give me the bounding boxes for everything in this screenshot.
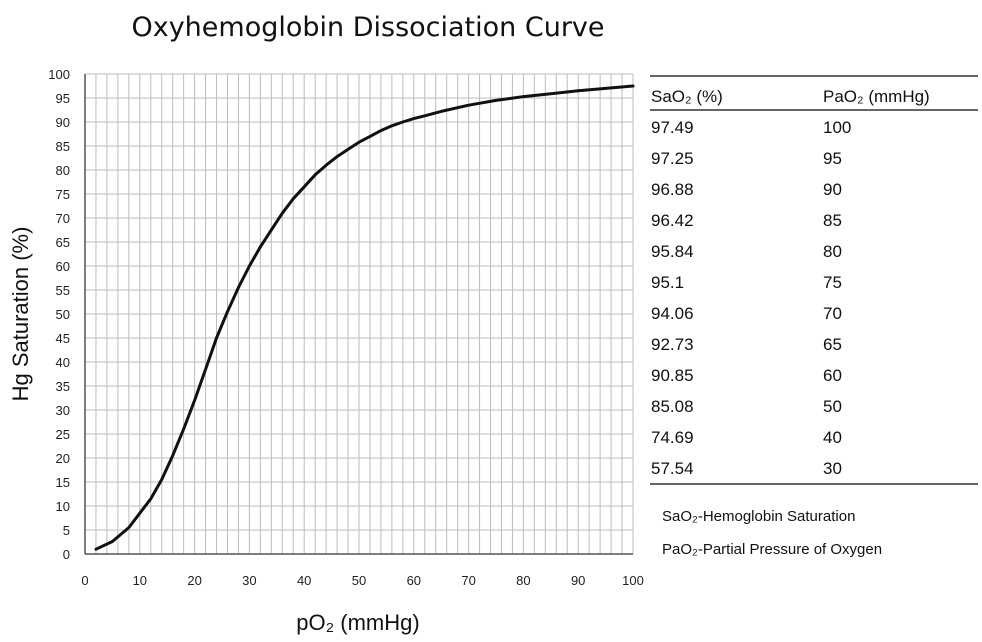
y-tick-label: 45 <box>56 331 70 346</box>
table-cell-pao2: 40 <box>823 428 842 447</box>
y-tick-label: 75 <box>56 187 70 202</box>
x-tick-label: 20 <box>187 573 201 588</box>
table-cell-sao2: 97.49 <box>651 118 694 137</box>
note-pao2: PaO₂-Partial Pressure of Oxygen <box>662 541 882 558</box>
table-cell-pao2: 65 <box>823 335 842 354</box>
table-cell-pao2: 100 <box>823 118 851 137</box>
table-cell-sao2: 92.73 <box>651 335 694 354</box>
table-cell-pao2: 90 <box>823 180 842 199</box>
table-header-pao2: PaO₂ (mmHg) <box>823 87 930 106</box>
y-tick-label: 55 <box>56 283 70 298</box>
table-cell-sao2: 96.88 <box>651 180 694 199</box>
data-table: SaO₂ (%) PaO₂ (mmHg) 97.49 100 97.25 95 96.8… <box>650 75 978 485</box>
x-tick-label: 80 <box>516 573 530 588</box>
table-cell-pao2: 80 <box>823 242 842 261</box>
table-cell-sao2: 94.06 <box>651 304 694 323</box>
y-tick-labels: 0 5 10 15 20 25 30 35 40 45 50 55 60 65 70 75 80 85 90 95 10… <box>48 67 70 562</box>
y-tick-label: 30 <box>56 403 70 418</box>
y-tick-label: 20 <box>56 451 70 466</box>
y-tick-label: 50 <box>56 307 70 322</box>
y-tick-label: 90 <box>56 115 70 130</box>
y-tick-label: 5 <box>63 523 70 538</box>
y-tick-label: 95 <box>56 91 70 106</box>
table-cell-pao2: 85 <box>823 211 842 230</box>
x-tick-label: 70 <box>461 573 475 588</box>
y-axis-label: Hg Saturation (%) <box>8 227 33 402</box>
x-tick-label: 30 <box>242 573 256 588</box>
y-tick-label: 70 <box>56 211 70 226</box>
y-tick-label: 60 <box>56 259 70 274</box>
table-cell-sao2: 74.69 <box>651 428 694 447</box>
x-axis-label: pO₂ (mmHg) <box>296 610 419 635</box>
table-header-sao2: SaO₂ (%) <box>651 87 723 106</box>
table-cell-sao2: 95.84 <box>651 242 694 261</box>
axes <box>84 74 633 555</box>
x-tick-label: 90 <box>571 573 585 588</box>
table-cell-pao2: 30 <box>823 459 842 478</box>
y-tick-label: 35 <box>56 379 70 394</box>
y-tick-label: 65 <box>56 235 70 250</box>
y-tick-label: 15 <box>56 475 70 490</box>
saturation-curve <box>94 84 635 551</box>
table-cell-pao2: 95 <box>823 149 842 168</box>
x-tick-labels: 0 10 20 30 40 50 60 70 80 90 100 <box>81 573 643 588</box>
y-tick-label: 85 <box>56 139 70 154</box>
y-tick-label: 40 <box>56 355 70 370</box>
table-cell-pao2: 75 <box>823 273 842 292</box>
y-tick-label: 10 <box>56 499 70 514</box>
x-tick-label: 0 <box>81 573 88 588</box>
y-tick-label: 25 <box>56 427 70 442</box>
grid <box>84 73 634 555</box>
table-cell-sao2: 90.85 <box>651 366 694 385</box>
note-sao2: SaO₂-Hemoglobin Saturation <box>662 508 855 525</box>
table-cell-sao2: 85.08 <box>651 397 694 416</box>
table-cell-sao2: 96.42 <box>651 211 694 230</box>
y-tick-label: 0 <box>63 547 70 562</box>
x-tick-label: 60 <box>407 573 421 588</box>
chart-title: Oxyhemoglobin Dissociation Curve <box>131 12 604 43</box>
table-cell-pao2: 50 <box>823 397 842 416</box>
table-cell-pao2: 60 <box>823 366 842 385</box>
x-tick-label: 100 <box>622 573 644 588</box>
table-cell-sao2: 95.1 <box>651 273 684 292</box>
y-tick-label: 80 <box>56 163 70 178</box>
table-cell-sao2: 57.54 <box>651 459 694 478</box>
y-tick-label: 100 <box>48 67 70 82</box>
x-tick-label: 50 <box>352 573 366 588</box>
x-tick-label: 10 <box>133 573 147 588</box>
table-cell-sao2: 97.25 <box>651 149 694 168</box>
x-tick-label: 40 <box>297 573 311 588</box>
table-cell-pao2: 70 <box>823 304 842 323</box>
